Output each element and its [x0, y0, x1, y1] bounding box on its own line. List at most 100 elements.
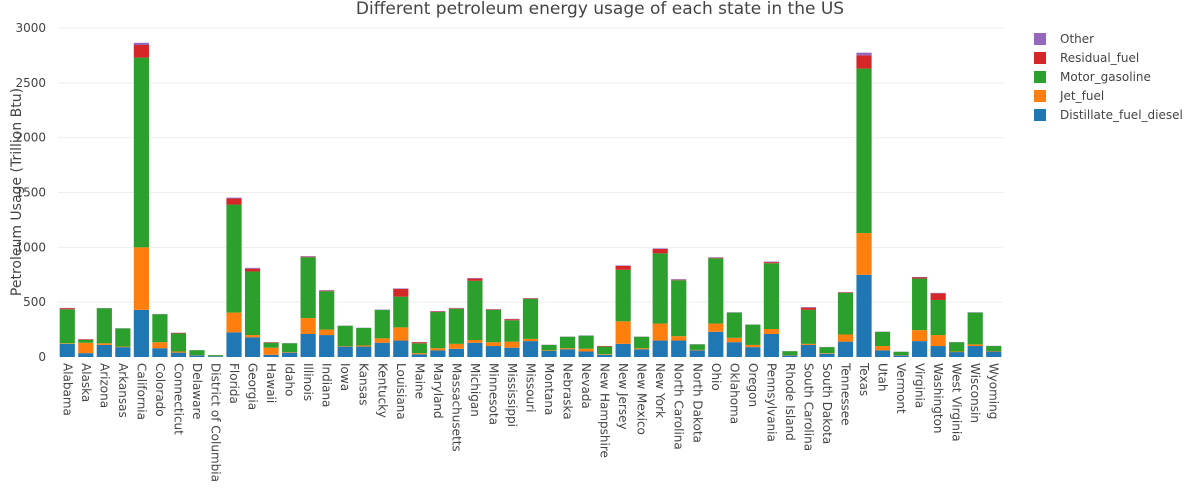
bar-segment[interactable]: Virginia — Residual_fuel: 10	[912, 277, 927, 278]
bar-segment[interactable]: Arkansas — Jet_fuel: 5	[115, 347, 130, 348]
bar-segment[interactable]: Illinois — Motor_gasoline: 555	[301, 257, 316, 318]
bar-segment[interactable]: Nebraska — Distillate_fuel_diesel: 70	[560, 349, 575, 357]
bar-segment[interactable]: Iowa — Motor_gasoline: 185	[338, 326, 353, 346]
bar-segment[interactable]: Florida — Distillate_fuel_diesel: 225	[226, 332, 241, 357]
bar-segment[interactable]: Oregon — Jet_fuel: 20	[745, 345, 760, 347]
bar-segment[interactable]: New Jersey — Jet_fuel: 205	[616, 321, 631, 343]
bar-segment[interactable]: Maine — Motor_gasoline: 90	[412, 343, 427, 353]
bar-segment[interactable]: Arizona — Distillate_fuel_diesel: 110	[97, 345, 112, 357]
bar-segment[interactable]: North Carolina — Residual_fuel: 5	[671, 280, 686, 281]
bar-segment[interactable]: Colorado — Motor_gasoline: 255	[152, 314, 167, 342]
bar-segment[interactable]: Washington — Jet_fuel: 100	[931, 335, 946, 346]
bar-segment[interactable]: Louisiana — Residual_fuel: 70	[393, 289, 408, 297]
bar-segment[interactable]: Georgia — Motor_gasoline: 580	[245, 271, 260, 335]
bar-segment[interactable]: Georgia — Distillate_fuel_diesel: 180	[245, 337, 260, 357]
bar-segment[interactable]: Delaware — Distillate_fuel_diesel: 15	[189, 355, 204, 357]
bar-segment[interactable]: Indiana — Motor_gasoline: 350	[319, 291, 334, 329]
bar-segment[interactable]: Alabama — Residual_fuel: 10	[60, 308, 75, 309]
bar-segment[interactable]: Mississippi — Motor_gasoline: 195	[504, 320, 519, 341]
bar-segment[interactable]: Minnesota — Motor_gasoline: 295	[486, 310, 501, 342]
bar-segment[interactable]: Utah — Distillate_fuel_diesel: 60	[875, 350, 890, 357]
bar-segment[interactable]: Michigan — Motor_gasoline: 540	[467, 281, 482, 340]
bar-segment[interactable]: Hawaii — Jet_fuel: 65	[263, 348, 278, 355]
bar-segment[interactable]: Pennsylvania — Jet_fuel: 45	[764, 329, 779, 334]
bar-segment[interactable]: Louisiana — Distillate_fuel_diesel: 150	[393, 341, 408, 357]
bar-segment[interactable]: Idaho — Motor_gasoline: 80	[282, 343, 297, 352]
bar-segment[interactable]: Indiana — Jet_fuel: 50	[319, 330, 334, 335]
bar-segment[interactable]: New Mexico — Motor_gasoline: 105	[634, 337, 649, 349]
bar-segment[interactable]: Iowa — Distillate_fuel_diesel: 95	[338, 347, 353, 357]
legend-item[interactable]: Motor_gasoline	[1034, 70, 1151, 84]
bar-segment[interactable]: Wyoming — Jet_fuel: 5	[986, 351, 1001, 352]
bar-segment[interactable]: North Carolina — Other: 5	[671, 279, 686, 280]
bar-segment[interactable]: Texas — Distillate_fuel_diesel: 750	[856, 275, 871, 357]
bar-segment[interactable]: Texas — Residual_fuel: 120	[856, 55, 871, 68]
bar-segment[interactable]: Michigan — Distillate_fuel_diesel: 130	[467, 343, 482, 357]
legend[interactable]: OtherResidual_fuelMotor_gasolineJet_fuel…	[1034, 32, 1183, 122]
legend-item[interactable]: Distillate_fuel_diesel	[1034, 108, 1183, 122]
bar-segment[interactable]: Massachusetts — Distillate_fuel_diesel: …	[449, 349, 464, 357]
bar-segment[interactable]: Tennessee — Jet_fuel: 65	[838, 335, 853, 342]
bar-segment[interactable]: Arizona — Motor_gasoline: 320	[97, 308, 112, 343]
bar-segment[interactable]: Oklahoma — Jet_fuel: 40	[727, 338, 742, 342]
bar-segment[interactable]: Hawaii — Motor_gasoline: 45	[263, 343, 278, 348]
bar-segment[interactable]: Virginia — Other: 5	[912, 277, 927, 278]
bar-segment[interactable]: Massachusetts — Motor_gasoline: 320	[449, 309, 464, 344]
bar-segment[interactable]: South Carolina — Residual_fuel: 20	[801, 308, 816, 310]
bar-segment[interactable]: Michigan — Other: 5	[467, 278, 482, 279]
bar-segment[interactable]: Rhode Island — Distillate_fuel_diesel: 1…	[782, 355, 797, 357]
bar-segment[interactable]: New York — Motor_gasoline: 640	[653, 253, 668, 323]
bar-segment[interactable]: Colorado — Jet_fuel: 55	[152, 342, 167, 348]
bar-segment[interactable]: Alaska — Motor_gasoline: 25	[78, 340, 93, 343]
bar-segment[interactable]: North Carolina — Motor_gasoline: 510	[671, 280, 686, 336]
bar-segment[interactable]: North Dakota — Jet_fuel: 5	[690, 350, 705, 351]
bar-segment[interactable]: Ohio — Residual_fuel: 5	[708, 258, 723, 259]
bar-segment[interactable]: Pennsylvania — Residual_fuel: 10	[764, 262, 779, 263]
bar-segment[interactable]: Missouri — Residual_fuel: 5	[523, 298, 538, 299]
bar-segment[interactable]: South Carolina — Jet_fuel: 10	[801, 344, 816, 345]
bar-segment[interactable]: Maine — Jet_fuel: 10	[412, 353, 427, 354]
bar-segment[interactable]: New Jersey — Other: 5	[616, 265, 631, 266]
bar-segment[interactable]: Hawaii — Distillate_fuel_diesel: 20	[263, 355, 278, 357]
bar-segment[interactable]: Maryland — Jet_fuel: 20	[430, 348, 445, 350]
bar-segment[interactable]: Washington — Motor_gasoline: 320	[931, 300, 946, 335]
bar-segment[interactable]: Alabama — Motor_gasoline: 310	[60, 309, 75, 343]
bar-segment[interactable]: Nebraska — Jet_fuel: 10	[560, 348, 575, 349]
bar-segment[interactable]: Maryland — Residual_fuel: 5	[430, 311, 445, 312]
bar-segment[interactable]: Utah — Jet_fuel: 40	[875, 346, 890, 350]
bar-segment[interactable]: Louisiana — Motor_gasoline: 280	[393, 297, 408, 328]
bar-segment[interactable]: Georgia — Other: 8	[245, 268, 260, 269]
bar-segment[interactable]: Alaska — Distillate_fuel_diesel: 35	[78, 353, 93, 357]
bar-segment[interactable]: Texas — Jet_fuel: 380	[856, 233, 871, 275]
bar-segment[interactable]: West Virginia — Motor_gasoline: 85	[949, 342, 964, 351]
bar-segment[interactable]: Illinois — Residual_fuel: 5	[301, 257, 316, 258]
bar-segment[interactable]: Wyoming — Distillate_fuel_diesel: 50	[986, 352, 1001, 357]
bar-segment[interactable]: Mississippi — Residual_fuel: 10	[504, 319, 519, 320]
bar-segment[interactable]: Pennsylvania — Distillate_fuel_diesel: 2…	[764, 334, 779, 357]
bar-segment[interactable]: Texas — Other: 25	[856, 53, 871, 56]
bar-segment[interactable]: New Hampshire — Motor_gasoline: 70	[597, 347, 612, 355]
bar-segment[interactable]: Minnesota — Jet_fuel: 35	[486, 342, 501, 346]
bar-segment[interactable]: New Jersey — Motor_gasoline: 470	[616, 270, 631, 322]
legend-item[interactable]: Residual_fuel	[1034, 51, 1139, 65]
bar-segment[interactable]: Washington — Distillate_fuel_diesel: 100	[931, 346, 946, 357]
bar-segment[interactable]: California — Residual_fuel: 115	[134, 45, 149, 58]
bar-segment[interactable]: Rhode Island — Motor_gasoline: 35	[782, 351, 797, 355]
bar-segment[interactable]: Ohio — Motor_gasoline: 595	[708, 258, 723, 323]
bar-segment[interactable]: Nevada — Distillate_fuel_diesel: 50	[578, 352, 593, 357]
bar-segment[interactable]: Missouri — Jet_fuel: 20	[523, 339, 538, 341]
bar-segment[interactable]: Kansas — Motor_gasoline: 160	[356, 328, 371, 346]
bar-segment[interactable]: Minnesota — Distillate_fuel_diesel: 100	[486, 346, 501, 357]
bar-segment[interactable]: Nebraska — Motor_gasoline: 105	[560, 337, 575, 349]
bar-segment[interactable]: Idaho — Jet_fuel: 5	[282, 352, 297, 353]
bar-segment[interactable]: New York — Distillate_fuel_diesel: 150	[653, 341, 668, 357]
bar-segment[interactable]: Missouri — Distillate_fuel_diesel: 145	[523, 341, 538, 357]
bar-segment[interactable]: Wisconsin — Distillate_fuel_diesel: 100	[968, 346, 983, 357]
bar-segment[interactable]: North Carolina — Jet_fuel: 40	[671, 336, 686, 340]
bar-segment[interactable]: Florida — Jet_fuel: 180	[226, 313, 241, 333]
bar-segment[interactable]: New Mexico — Jet_fuel: 10	[634, 348, 649, 349]
bar-segment[interactable]: West Virginia — Distillate_fuel_diesel: …	[949, 352, 964, 357]
bar-segment[interactable]: Massachusetts — Residual_fuel: 5	[449, 308, 464, 309]
bar-segment[interactable]: Iowa — Jet_fuel: 5	[338, 346, 353, 347]
legend-item[interactable]: Jet_fuel	[1034, 89, 1104, 103]
